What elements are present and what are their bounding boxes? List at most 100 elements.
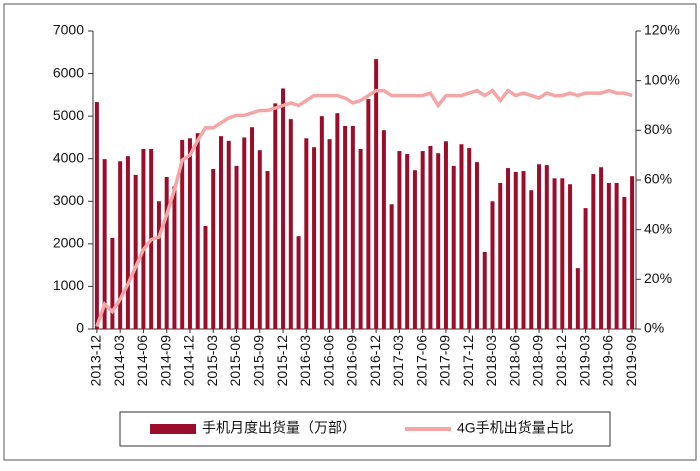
- bar: [420, 151, 425, 329]
- bar: [350, 125, 355, 329]
- bar: [506, 168, 511, 329]
- bar: [451, 165, 456, 329]
- x-tick-label: 2014-09: [157, 335, 173, 387]
- bar: [94, 102, 99, 329]
- bar: [343, 125, 348, 329]
- bar: [250, 127, 255, 329]
- bar: [203, 225, 208, 329]
- x-tick-label: 2018-03: [483, 335, 499, 387]
- line: [95, 88, 633, 328]
- y-tick-label: 4000: [53, 149, 84, 165]
- x-tick-label: 2014-06: [134, 335, 150, 387]
- y2-tick-label: 100%: [644, 71, 680, 87]
- y-tick-label: 6000: [53, 64, 84, 80]
- bar: [575, 268, 580, 329]
- bar: [141, 148, 146, 329]
- y-tick-label: 5000: [53, 107, 84, 123]
- bar: [257, 150, 262, 329]
- bar: [187, 138, 192, 329]
- x-tick-label: 2015-06: [227, 335, 243, 387]
- bar: [102, 159, 107, 329]
- bar: [436, 153, 441, 329]
- x-tick-label: 2019-06: [600, 335, 616, 387]
- bar: [529, 190, 534, 329]
- x-tick-label: 2014-12: [181, 335, 197, 387]
- bar: [226, 140, 231, 329]
- bar: [304, 138, 309, 329]
- x-tick-label: 2017-12: [460, 335, 476, 387]
- x-tick-label: 2016-03: [297, 335, 313, 387]
- bar: [319, 116, 324, 330]
- bar: [397, 151, 402, 329]
- bar: [591, 174, 596, 329]
- bar: [118, 161, 123, 329]
- bar: [358, 148, 363, 329]
- chart-frame: [3, 3, 697, 461]
- bar: [498, 182, 503, 329]
- bar: [622, 197, 627, 329]
- bar: [544, 165, 549, 329]
- bar: [133, 174, 138, 329]
- legend-swatch: [150, 424, 196, 434]
- bar: [405, 154, 410, 329]
- bar: [537, 164, 542, 329]
- bar: [482, 251, 487, 329]
- x-tick-label: 2017-06: [413, 335, 429, 387]
- y2-tick-label: 120%: [644, 22, 680, 38]
- bar: [381, 130, 386, 329]
- x-tick-label: 2015-12: [274, 335, 290, 387]
- bar: [242, 137, 247, 329]
- bar: [218, 136, 223, 329]
- bar: [630, 176, 635, 329]
- y2-tick-label: 60%: [644, 171, 672, 187]
- y2-tick-label: 40%: [644, 220, 672, 236]
- bar: [164, 177, 169, 329]
- bar: [327, 139, 332, 329]
- x-tick-label: 2017-09: [437, 335, 453, 387]
- x-tick-label: 2018-09: [530, 335, 546, 387]
- y-tick-label: 1000: [53, 277, 84, 293]
- bar: [265, 171, 270, 329]
- x-tick-label: 2017-03: [390, 335, 406, 387]
- bar: [281, 88, 286, 329]
- x-tick-label: 2016-12: [367, 335, 383, 387]
- y2-tick-label: 80%: [644, 121, 672, 137]
- bar: [521, 171, 526, 329]
- bar: [389, 204, 394, 329]
- bar: [459, 144, 464, 329]
- y-tick-label: 7000: [53, 22, 84, 38]
- x-tick-label: 2019-03: [576, 335, 592, 387]
- x-tick-label: 2015-03: [204, 335, 220, 387]
- bar: [606, 182, 611, 329]
- bar: [288, 119, 293, 329]
- bar: [568, 184, 573, 329]
- bar: [474, 162, 479, 329]
- bar: [552, 178, 557, 329]
- bar: [335, 113, 340, 329]
- bar: [110, 237, 115, 329]
- x-tick-label: 2018-12: [553, 335, 569, 387]
- bar: [366, 99, 371, 329]
- bar: [614, 182, 619, 329]
- y2-tick-label: 0%: [644, 320, 664, 336]
- bar: [273, 103, 278, 329]
- bar: [412, 170, 417, 329]
- legend-label: 手机月度出货量（万部）: [202, 420, 356, 436]
- bar: [490, 201, 495, 329]
- legend-box: [119, 411, 611, 447]
- bar: [312, 147, 317, 329]
- bar: [513, 171, 518, 329]
- bar: [156, 201, 161, 329]
- bar: [583, 208, 588, 329]
- x-tick-label: 2014-03: [111, 335, 127, 387]
- bar: [234, 165, 239, 329]
- x-tick-label: 2018-06: [506, 335, 522, 387]
- bar: [125, 156, 130, 329]
- x-tick-label: 2016-09: [344, 335, 360, 387]
- bar: [296, 236, 301, 329]
- y-tick-label: 0: [76, 320, 84, 336]
- y2-tick-label: 20%: [644, 270, 672, 286]
- bar: [195, 133, 200, 329]
- bar: [560, 178, 565, 329]
